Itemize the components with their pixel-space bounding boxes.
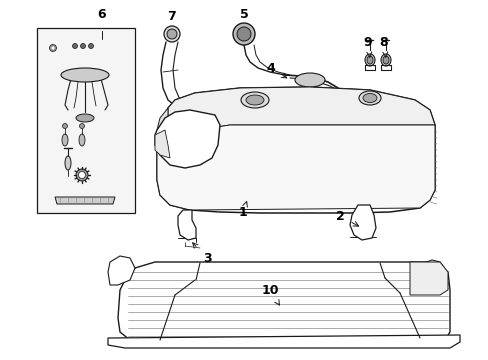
Ellipse shape — [232, 23, 254, 45]
Text: 6: 6 — [98, 8, 106, 21]
Ellipse shape — [163, 26, 180, 42]
Polygon shape — [157, 108, 168, 155]
Text: 9: 9 — [363, 36, 371, 57]
Polygon shape — [155, 130, 170, 158]
Ellipse shape — [380, 54, 390, 66]
Ellipse shape — [358, 91, 380, 105]
Ellipse shape — [364, 54, 374, 66]
Polygon shape — [157, 125, 434, 210]
Ellipse shape — [294, 73, 325, 87]
Ellipse shape — [241, 92, 268, 108]
Ellipse shape — [72, 44, 77, 49]
Text: 8: 8 — [379, 36, 387, 57]
Text: 1: 1 — [238, 202, 247, 219]
Text: 5: 5 — [239, 8, 248, 34]
Ellipse shape — [427, 275, 431, 280]
Polygon shape — [157, 87, 434, 213]
Polygon shape — [178, 210, 196, 240]
Ellipse shape — [245, 95, 264, 105]
Ellipse shape — [79, 171, 85, 179]
Ellipse shape — [65, 156, 71, 170]
Ellipse shape — [49, 45, 57, 51]
Ellipse shape — [362, 94, 376, 103]
Ellipse shape — [80, 123, 84, 129]
Ellipse shape — [76, 169, 88, 181]
Ellipse shape — [79, 134, 85, 146]
Polygon shape — [155, 110, 220, 168]
Ellipse shape — [437, 275, 442, 280]
Ellipse shape — [167, 29, 177, 39]
Polygon shape — [409, 262, 447, 295]
Ellipse shape — [62, 123, 67, 129]
Ellipse shape — [417, 275, 422, 280]
Polygon shape — [168, 87, 434, 155]
Ellipse shape — [51, 46, 55, 50]
Ellipse shape — [81, 44, 85, 49]
Text: 7: 7 — [167, 9, 176, 36]
Polygon shape — [108, 256, 135, 285]
Ellipse shape — [62, 134, 68, 146]
Ellipse shape — [76, 114, 94, 122]
Ellipse shape — [382, 56, 388, 64]
Ellipse shape — [88, 44, 93, 49]
Polygon shape — [55, 197, 115, 204]
Text: 10: 10 — [261, 284, 279, 305]
Polygon shape — [118, 262, 449, 340]
Ellipse shape — [237, 27, 250, 41]
Bar — [37, 28, 135, 213]
Ellipse shape — [366, 56, 372, 64]
Text: 2: 2 — [335, 210, 358, 226]
Text: 3: 3 — [192, 243, 211, 265]
Text: 4: 4 — [266, 62, 286, 78]
Polygon shape — [419, 260, 447, 285]
Polygon shape — [108, 335, 459, 348]
Polygon shape — [349, 205, 375, 240]
Ellipse shape — [61, 68, 109, 82]
